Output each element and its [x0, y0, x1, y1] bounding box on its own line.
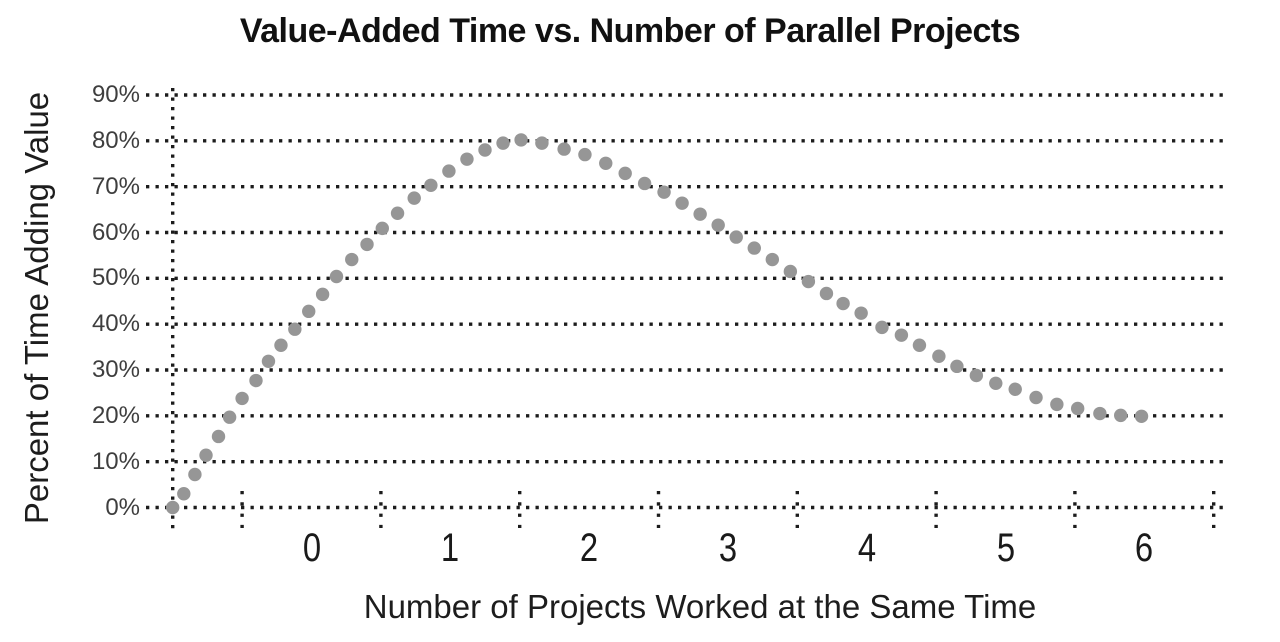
data-point — [1093, 406, 1107, 421]
data-point — [801, 274, 816, 289]
y-tick-label-30: 30% — [91, 356, 140, 383]
y-tick-label-90: 90% — [91, 81, 140, 108]
data-point — [932, 349, 946, 363]
data-point — [557, 142, 571, 156]
data-point — [657, 185, 671, 199]
y-tick-label-40: 40% — [91, 310, 140, 338]
data-point — [637, 176, 652, 191]
data-point — [578, 147, 592, 162]
x-tick-label-4: 4 — [857, 526, 876, 570]
y-tick-label-50: 50% — [91, 264, 140, 292]
data-point — [875, 320, 889, 335]
data-point — [329, 269, 344, 284]
data-point — [1114, 408, 1128, 423]
data-point — [675, 196, 689, 210]
data-point — [535, 136, 549, 150]
x-tick-label-2: 2 — [579, 526, 599, 570]
data-point — [460, 152, 474, 166]
y-tick-label-10: 10% — [91, 447, 140, 475]
data-point — [618, 166, 632, 181]
data-point — [765, 252, 780, 267]
data-point — [1008, 382, 1022, 396]
x-tick-label-5: 5 — [996, 526, 1015, 570]
data-point — [729, 230, 743, 244]
data-point — [407, 191, 421, 205]
data-point — [599, 156, 613, 170]
data-point — [912, 338, 927, 352]
data-point — [894, 328, 909, 342]
data-point — [478, 143, 492, 157]
data-point — [302, 304, 316, 319]
data-point — [514, 133, 528, 147]
data-point — [819, 286, 834, 301]
data-point — [261, 354, 276, 368]
data-point — [375, 221, 389, 236]
data-point — [166, 500, 180, 515]
data-point — [274, 338, 288, 352]
data-point — [1070, 401, 1085, 416]
data-point — [836, 296, 850, 311]
data-point — [693, 207, 707, 221]
data-point — [199, 448, 213, 462]
data-point — [249, 373, 263, 388]
data-point — [235, 391, 249, 406]
x-tick-label-6: 6 — [1135, 526, 1154, 570]
y-tick-label-60: 60% — [91, 218, 140, 246]
data-point — [345, 252, 359, 267]
x-tick-label-0: 0 — [302, 526, 321, 570]
data-point — [1134, 409, 1149, 423]
data-point — [783, 264, 798, 279]
data-point — [854, 306, 868, 320]
data-point — [747, 241, 761, 255]
data-point — [222, 410, 237, 424]
data-point — [969, 368, 984, 383]
chart-title: Value-Added Time vs. Number of Parallel … — [239, 12, 1021, 50]
data-point — [950, 359, 964, 374]
x-tick-label-3: 3 — [718, 526, 738, 570]
y-tick-label-20: 20% — [91, 401, 140, 429]
data-point — [1050, 397, 1064, 412]
data-point — [288, 322, 302, 336]
data-point — [177, 487, 191, 501]
data-point — [989, 376, 1003, 390]
data-point — [188, 467, 202, 482]
y-tick-label-0: 0% — [105, 493, 140, 521]
data-point — [315, 287, 330, 302]
data-point — [390, 206, 405, 220]
data-point — [711, 218, 725, 232]
data-point — [424, 178, 438, 192]
x-tick-label-1: 1 — [441, 526, 460, 570]
data-point — [360, 237, 374, 252]
data-point — [211, 429, 226, 444]
y-tick-label-80: 80% — [91, 126, 140, 154]
y-tick-label-70: 70% — [91, 172, 140, 200]
x-axis-title: Number of Projects Worked at the Same Ti… — [363, 588, 1037, 625]
data-point — [442, 164, 456, 178]
data-point — [1029, 390, 1043, 405]
data-point — [496, 136, 510, 150]
